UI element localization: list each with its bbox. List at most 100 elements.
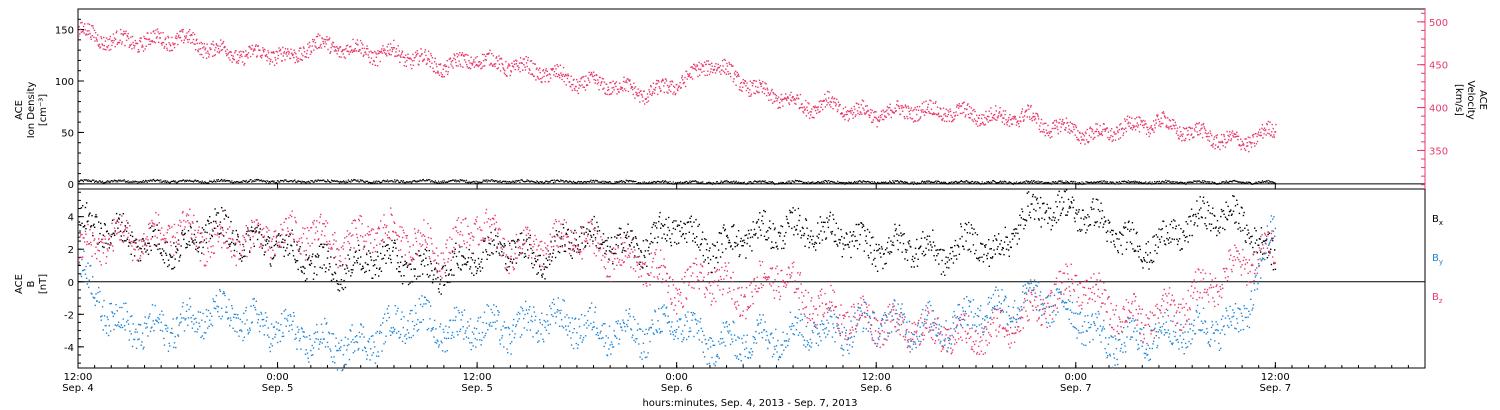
density-series-point	[999, 181, 1001, 183]
bx-series-point	[181, 232, 183, 234]
velocity-series-point	[610, 81, 612, 84]
density-series-point	[1024, 182, 1026, 184]
bx-series-point	[492, 253, 494, 255]
bx-series-point	[741, 240, 744, 242]
velocity-series-point	[726, 65, 729, 67]
density-series-point	[649, 183, 651, 185]
velocity-series-point	[1198, 122, 1200, 124]
density-series-point	[977, 181, 979, 183]
density-series-point	[188, 180, 190, 182]
velocity-series-point	[1009, 114, 1011, 116]
bx-series-point	[427, 264, 429, 266]
bx-series-point	[529, 234, 532, 237]
density-series-point	[566, 180, 568, 183]
density-series-point	[1027, 181, 1029, 183]
velocity-series-point	[382, 50, 385, 52]
bx-series-point	[785, 215, 788, 218]
velocity-series-point	[249, 46, 251, 49]
velocity-series-point	[999, 107, 1001, 109]
bx-series-point	[207, 219, 209, 222]
velocity-series-point	[510, 71, 513, 73]
velocity-series-point	[494, 65, 496, 68]
velocity-series-point	[946, 120, 948, 123]
velocity-series-point	[477, 65, 479, 68]
density-series-point	[477, 182, 480, 184]
density-series-point	[220, 179, 222, 181]
density-series-point	[334, 180, 336, 182]
velocity-series-point	[743, 82, 745, 85]
velocity-series-point	[879, 114, 882, 117]
top-right-tick-label: 450	[1429, 61, 1448, 72]
density-series-point	[392, 181, 394, 183]
velocity-series-point	[872, 119, 874, 121]
density-series-point	[677, 181, 679, 183]
velocity-series-point	[184, 35, 186, 37]
density-series-point	[1221, 181, 1224, 183]
velocity-series-point	[157, 31, 159, 33]
velocity-series-point	[1191, 127, 1193, 129]
density-series-point	[328, 180, 330, 183]
bx-series-point	[144, 243, 146, 245]
bx-series-point	[100, 227, 102, 229]
bx-series-point	[362, 267, 365, 269]
velocity-series-point	[568, 81, 571, 83]
velocity-series-point	[399, 55, 401, 57]
density-series-point	[622, 180, 624, 182]
density-series-point	[122, 180, 124, 182]
density-series-point	[725, 181, 727, 183]
velocity-series-point	[981, 114, 983, 116]
density-series-point	[824, 180, 826, 182]
density-series-point	[1158, 182, 1160, 184]
velocity-series-point	[723, 58, 725, 61]
bx-series-point	[727, 237, 729, 239]
velocity-series-point	[1232, 134, 1234, 137]
density-series-point	[1061, 180, 1063, 182]
bx-series-point	[768, 226, 770, 229]
velocity-series-point	[1092, 138, 1094, 140]
bx-series-point	[175, 245, 177, 248]
bx-series-point	[636, 243, 638, 245]
velocity-series-point	[1257, 133, 1259, 135]
velocity-series-point	[425, 54, 427, 57]
bx-series-point	[737, 230, 740, 232]
velocity-series-point	[994, 118, 996, 121]
bx-series-point	[717, 261, 719, 264]
bx-series-point	[274, 243, 277, 246]
bx-series-point	[121, 221, 123, 224]
velocity-series-point	[735, 84, 737, 86]
density-series-point	[337, 181, 339, 183]
bx-series-point	[134, 239, 136, 242]
velocity-series-point	[444, 64, 446, 66]
density-series-point	[1043, 182, 1045, 184]
density-series-point	[952, 181, 955, 183]
velocity-series-point	[299, 47, 301, 49]
velocity-series-point	[211, 43, 213, 45]
velocity-series-point	[246, 53, 249, 56]
velocity-series-point	[1176, 130, 1178, 132]
velocity-series-point	[534, 63, 536, 65]
density-series-point	[922, 181, 924, 183]
density-series-point	[702, 181, 704, 183]
velocity-series-point	[1011, 117, 1013, 120]
velocity-series-point	[182, 31, 184, 33]
velocity-series-point	[479, 61, 481, 63]
density-series-point	[949, 182, 951, 185]
density-series-point	[845, 182, 848, 184]
velocity-series-point	[1118, 138, 1120, 140]
velocity-series-point	[247, 52, 250, 54]
density-series-point	[1197, 180, 1200, 182]
velocity-series-point	[918, 119, 920, 121]
bx-series-point	[248, 230, 250, 232]
density-series-point	[1245, 181, 1247, 183]
velocity-series-point	[101, 44, 104, 46]
bx-series-point	[284, 239, 286, 241]
bx-series-point	[560, 238, 562, 240]
velocity-series-point	[323, 38, 325, 41]
velocity-series-point	[1162, 111, 1165, 113]
density-series-point	[981, 181, 983, 183]
bx-series-point	[689, 217, 691, 219]
velocity-series-point	[163, 47, 165, 49]
velocity-series-point	[379, 60, 381, 63]
density-series-point	[1166, 180, 1168, 182]
density-series-point	[402, 181, 404, 183]
